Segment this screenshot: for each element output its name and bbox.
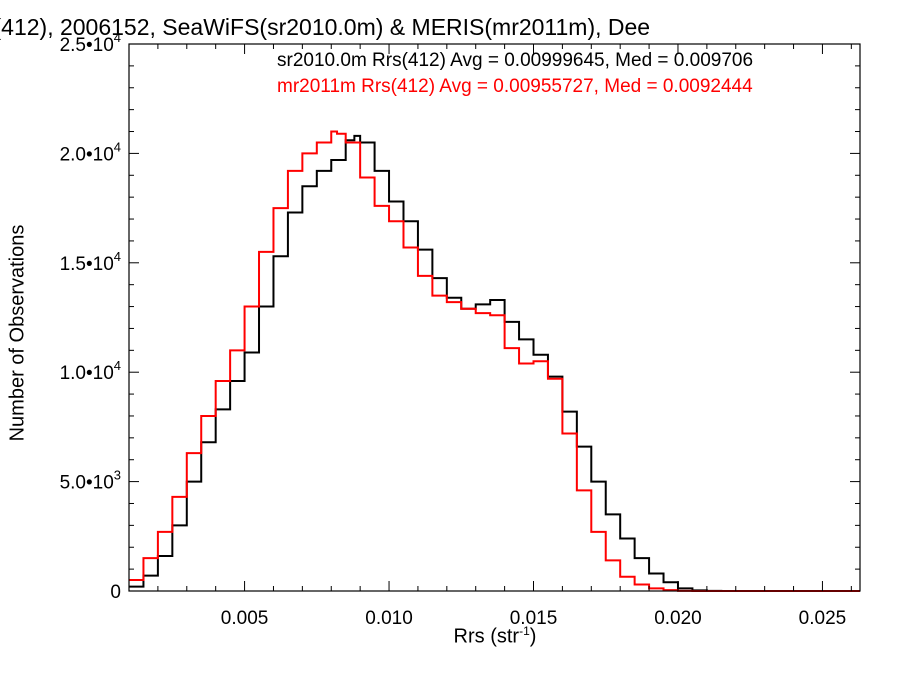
chart-title: s(412), 2006152, SeaWiFS(sr2010.0m) & ME…: [0, 14, 651, 40]
ticks-layer: 0.005 0.010 0.015 0.020 0.025 0 5.0•103 1.0•104…: [60, 30, 847, 629]
axes-layer: [128, 43, 861, 592]
y-tick-label: 2.5•104: [60, 30, 121, 56]
plot-frame: [128, 43, 861, 592]
x-tick-label: 0.020: [654, 608, 702, 629]
series-line-1: [129, 130, 860, 592]
x-tick-label: 0.005: [221, 608, 269, 629]
x-axis-label: Rrs (str-1): [454, 624, 537, 649]
y-tick-label: 1.5•104: [60, 249, 121, 275]
y-axis-label: Number of Observations: [6, 224, 29, 442]
x-tick-label: 0.025: [799, 608, 847, 629]
legend-entry-black: sr2010.0m Rrs(412) Avg = 0.00999645, Med…: [277, 50, 754, 71]
x-axis-label-sup: -1: [519, 624, 530, 638]
y-tick-label: 2.0•104: [60, 139, 121, 165]
x-tick-label: 0.010: [365, 608, 413, 629]
x-axis-label-main: Rrs (str: [453, 625, 520, 648]
y-tick-label: 1.0•104: [60, 358, 121, 384]
legend-entry-red: mr2011m Rrs(412) Avg = 0.00955727, Med =…: [277, 76, 753, 97]
series-line-0: [129, 134, 860, 592]
y-tick-label: 5.0•103: [60, 468, 121, 494]
x-tick-label: 0.015: [510, 608, 558, 629]
series-layer: [129, 130, 860, 592]
x-axis-label-end: ): [529, 625, 537, 648]
y-tick-label: 0: [110, 582, 121, 603]
